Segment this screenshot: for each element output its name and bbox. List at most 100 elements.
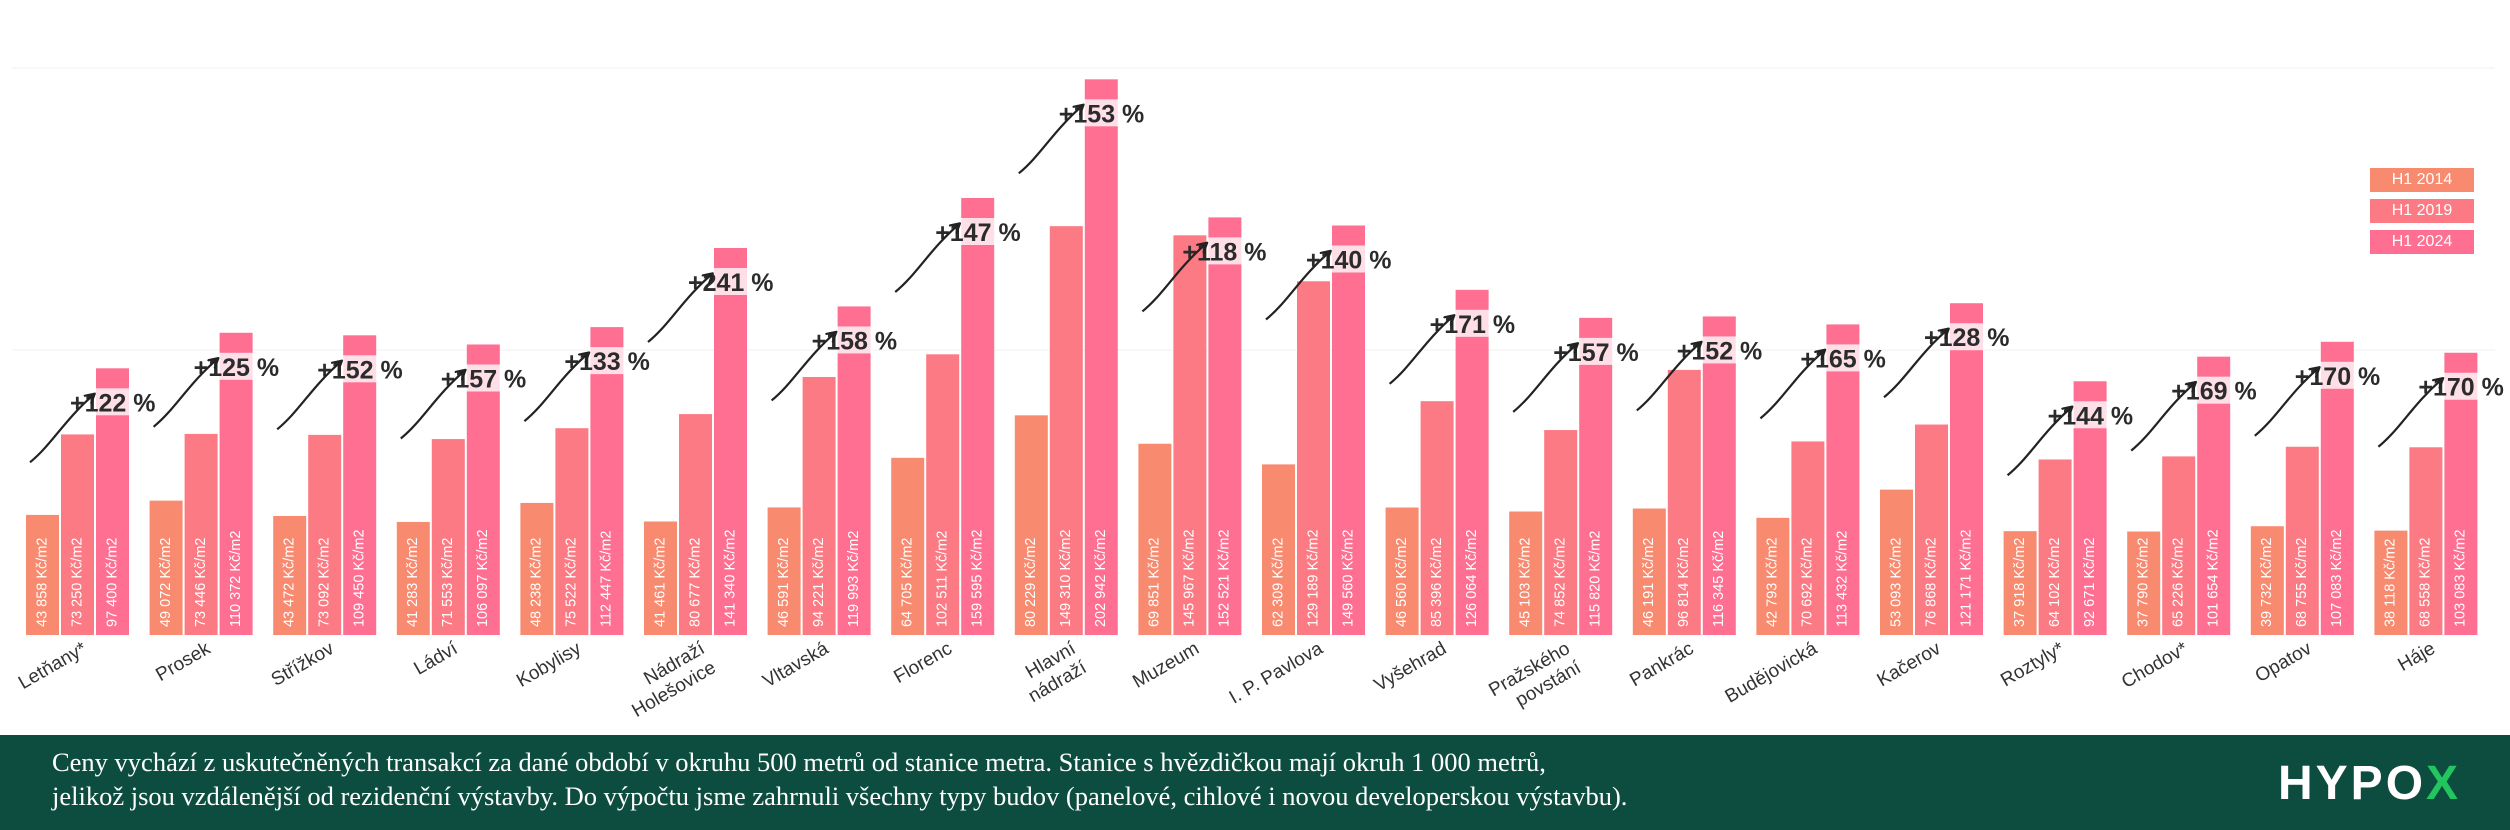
bar-h1-2014: [1138, 443, 1172, 635]
bar-value-label: 73 446 Kč/m2: [193, 538, 209, 627]
bar-h1-2019: [555, 428, 589, 635]
growth-label-band: [1700, 336, 1738, 364]
bar-value-label: 129 189 Kč/m2: [1305, 529, 1321, 627]
logo-accent: X: [2426, 756, 2462, 810]
bar-value-label: 159 595 Kč/m2: [970, 529, 986, 627]
growth-label-band: [588, 347, 626, 375]
bar-value-label: 96 814 Kč/m2: [1676, 538, 1692, 627]
growth-label-band: [217, 352, 255, 380]
bar-h1-2014: [767, 507, 801, 635]
bar-value-label: 37 790 Kč/m2: [2136, 538, 2152, 627]
growth-label-band: [1206, 237, 1244, 265]
category-label: Roztyly*: [1997, 638, 2068, 691]
category-label: NádražíHolešovice: [618, 638, 721, 722]
legend-item-2019: H1 2019: [2370, 199, 2474, 223]
growth-label-band: [1824, 344, 1862, 372]
bar-value-label: 97 400 Kč/m2: [104, 538, 120, 627]
bar-h1-2019: [431, 439, 465, 635]
bar-value-label: 46 591 Kč/m2: [776, 538, 792, 627]
category-label: Muzeum: [1129, 638, 1203, 693]
category-label-line: Pankrác: [1626, 638, 1697, 691]
bar-h1-2024: [219, 332, 253, 635]
bar-value-label: 37 918 Kč/m2: [2012, 538, 2028, 627]
legend-item-2024: H1 2024: [2370, 230, 2474, 254]
bar-h1-2014: [1509, 511, 1543, 635]
bar-value-label: 43 472 Kč/m2: [282, 538, 298, 627]
bar-value-label: 76 868 Kč/m2: [1923, 538, 1939, 627]
bar-value-label: 53 093 Kč/m2: [1888, 538, 1904, 627]
category-label: Letňany*: [15, 638, 91, 694]
category-label: Kobylisy: [513, 638, 585, 692]
growth-label-band: [1577, 337, 1615, 365]
bar-value-label: 106 097 Kč/m2: [475, 529, 491, 627]
bar-h1-2019: [1049, 226, 1083, 636]
category-label: I. P. Pavlova: [1226, 638, 1327, 709]
bar-value-label: 202 942 Kč/m2: [1093, 529, 1109, 627]
category-label-line: Kačerov: [1874, 638, 1945, 691]
bar-value-label: 70 692 Kč/m2: [1800, 538, 1816, 627]
growth-arrow: [2006, 407, 2072, 477]
growth-arrow: [29, 394, 94, 464]
growth-label-band: [1948, 323, 1985, 351]
footer-note: Ceny vychází z uskutečněných transakcí z…: [52, 745, 2152, 813]
growth-arrow: [1265, 251, 1330, 321]
bar-value-label: 41 283 Kč/m2: [405, 538, 421, 627]
growth-arrow: [276, 361, 341, 431]
bar-h1-2019: [1420, 401, 1454, 635]
category-label: Háje: [2395, 638, 2439, 676]
bar-value-label: 68 755 Kč/m2: [2294, 538, 2310, 627]
bar-value-label: 119 993 Kč/m2: [846, 531, 862, 627]
bar-h1-2024: [837, 306, 871, 635]
bar-h1-2019: [926, 354, 960, 635]
category-label-line: Florenc: [890, 638, 955, 688]
category-label: Prosek: [152, 638, 214, 686]
bar-h1-2024: [466, 344, 500, 635]
bar-value-label: 94 221 Kč/m2: [811, 538, 827, 627]
bar-h1-2014: [1632, 508, 1666, 635]
category-label-line: Kobylisy: [513, 638, 585, 692]
category-label-line: Roztyly*: [1997, 638, 2068, 691]
logo-text: HYPO: [2278, 756, 2427, 810]
bar-h1-2019: [1173, 235, 1207, 636]
category-label: Střížkov: [268, 638, 338, 691]
category-label: Pražskéhopovstání: [1485, 638, 1585, 720]
growth-arrow: [1018, 105, 1083, 175]
bar-h1-2019: [308, 434, 342, 635]
bar-value-label: 126 064 Kč/m2: [1464, 529, 1480, 627]
growth-arrow: [1883, 329, 1948, 399]
bar-value-label: 74 852 Kč/m2: [1553, 538, 1569, 627]
bar-value-label: 69 851 Kč/m2: [1147, 538, 1163, 627]
hypox-logo: HYPO X: [2278, 753, 2461, 813]
bar-value-label: 107 083 Kč/m2: [2329, 529, 2345, 627]
category-label-line: Letňany*: [15, 638, 91, 694]
bar-h1-2024: [714, 247, 747, 635]
bar-h1-2019: [802, 377, 836, 635]
category-label: Vltavská: [759, 638, 832, 692]
bar-value-label: 102 511 Kč/m2: [935, 531, 951, 627]
bar-h1-2019: [1791, 441, 1825, 635]
legend-item-2014: H1 2014: [2370, 168, 2474, 192]
bar-value-label: 73 250 Kč/m2: [69, 538, 85, 627]
growth-arrow: [1512, 344, 1577, 413]
bar-h1-2014: [149, 500, 183, 635]
bar-value-label: 149 310 Kč/m2: [1058, 529, 1074, 627]
growth-arrow: [400, 370, 465, 440]
bar-h1-2014: [644, 521, 677, 635]
bar-value-label: 64 102 Kč/m2: [2047, 538, 2063, 627]
growth-arrow: [152, 359, 218, 428]
footer-bar: Ceny vychází z uskutečněných transakcí z…: [0, 735, 2510, 830]
bar-h1-2014: [520, 502, 554, 635]
growth-label-band: [1453, 309, 1491, 337]
bar-value-label: 109 450 Kč/m2: [352, 529, 368, 627]
growth-label-band: [2442, 372, 2480, 400]
category-label-line: I. P. Pavlova: [1226, 638, 1327, 709]
bar-value-label: 62 309 Kč/m2: [1270, 538, 1286, 627]
bar-value-label: 41 461 Kč/m2: [652, 538, 668, 627]
bar-value-label: 48 238 Kč/m2: [529, 538, 545, 627]
category-label-line: Muzeum: [1129, 638, 1203, 693]
bar-value-label: 110 372 Kč/m2: [228, 531, 244, 627]
bar-value-label: 64 705 Kč/m2: [900, 538, 916, 627]
bar-h1-2019: [2285, 446, 2319, 635]
category-label: Chodov*: [2118, 638, 2192, 693]
growth-label-band: [464, 364, 502, 392]
